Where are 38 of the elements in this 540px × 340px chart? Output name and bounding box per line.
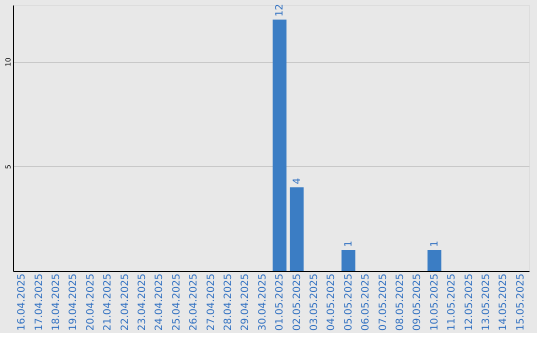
bar (290, 187, 304, 271)
x-tick-label: 08.05.2025 (395, 274, 406, 331)
x-tick-label: 17.04.2025 (34, 274, 45, 331)
x-tick-label: 15.05.2025 (515, 274, 526, 331)
x-tick-label: 04.05.2025 (326, 274, 338, 331)
x-tick-label: 13.05.2025 (481, 274, 492, 331)
x-tick-label: 20.04.2025 (85, 274, 96, 331)
x-tick-label: 21.04.2025 (102, 274, 114, 331)
x-tick-label: 30.04.2025 (257, 274, 268, 331)
x-tick-label: 07.05.2025 (378, 274, 389, 331)
data-label: 4 (292, 178, 303, 184)
x-tick-label: 26.04.2025 (188, 274, 200, 331)
x-tick-label: 27.04.2025 (206, 274, 217, 331)
x-tick-label: 11.05.2025 (446, 274, 458, 331)
x-tick-label: 01.05.2025 (274, 274, 286, 331)
x-tick-label: 19.04.2025 (68, 274, 80, 331)
x-tick-label: 23.04.2025 (137, 274, 148, 331)
x-tick-label: 14.05.2025 (498, 274, 510, 331)
x-tick-label: 10.05.2025 (429, 274, 440, 331)
x-tick-label: 29.04.2025 (240, 274, 252, 331)
x-tick-label: 09.05.2025 (412, 274, 424, 331)
x-tick-label: 18.04.2025 (51, 274, 62, 331)
bar (272, 20, 286, 271)
data-label: 1 (343, 240, 354, 248)
x-tick-label: 12.05.2025 (464, 274, 475, 331)
x-tick-label: 06.05.2025 (360, 274, 372, 331)
x-tick-label: 02.05.2025 (292, 274, 303, 331)
x-tick-label: 28.04.2025 (223, 274, 234, 331)
bar (428, 250, 442, 271)
data-label: 12 (274, 4, 286, 17)
x-tick-label: 16.04.2025 (16, 274, 28, 331)
bar (342, 250, 356, 271)
x-tick-label: 22.04.2025 (120, 274, 131, 331)
x-tick-label: 05.05.2025 (343, 274, 354, 331)
data-label: 1 (429, 240, 440, 248)
x-tick-label: 03.05.2025 (309, 274, 320, 331)
x-tick-label: 25.04.2025 (171, 274, 182, 331)
x-tick-label: 24.04.2025 (154, 274, 166, 331)
